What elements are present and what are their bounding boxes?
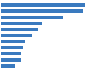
Bar [1,10,83,13]
Bar [1,3,85,7]
Bar [1,28,38,31]
Bar [1,46,23,49]
Bar [1,34,32,37]
Bar [1,64,15,68]
Bar [1,58,21,61]
Bar [1,40,25,43]
Bar [1,52,22,55]
Bar [1,22,42,25]
Bar [1,16,63,19]
